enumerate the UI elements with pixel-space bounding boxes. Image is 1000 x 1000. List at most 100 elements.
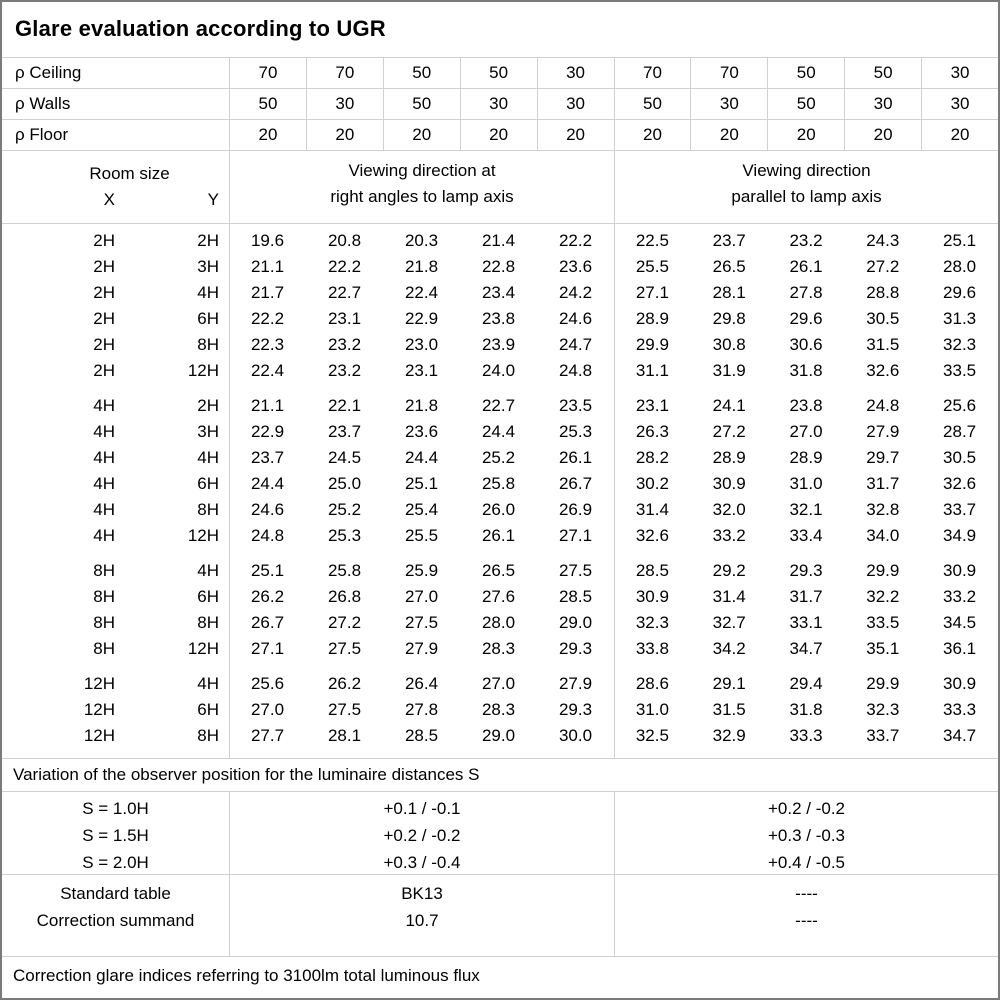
ugr-value-cell: 29.8 xyxy=(712,309,746,328)
spacer xyxy=(219,723,229,749)
ugr-value-cell: 28.5 xyxy=(635,561,669,580)
table-row: 2H 4H 21.7 22.7 22.4 23.4 24.2 27.1 28.1 27.8 28.8… xyxy=(2,280,998,306)
spacer xyxy=(219,306,229,332)
parallel-values: 31.0 31.5 31.8 32.3 33.3 xyxy=(614,697,998,723)
ugr-value-cell: 23.7 xyxy=(250,448,285,467)
ugr-value-cell: 23.4 xyxy=(481,283,516,302)
ugr-value-cell: 22.7 xyxy=(481,396,516,415)
room-x-cell: 4H xyxy=(93,422,115,441)
ugr-value-cell: 24.8 xyxy=(866,396,900,415)
room-x-cell: 8H xyxy=(93,561,115,580)
ugr-value-cell: 31.4 xyxy=(635,500,669,519)
room-y-cell: 8H xyxy=(197,500,219,519)
table-row: 2H 12H 22.4 23.2 23.1 24.0 24.8 31.1 31.9 31.8 32.… xyxy=(2,358,998,384)
parallel-values: 28.9 29.8 29.6 30.5 31.3 xyxy=(614,306,998,332)
table-row: 4H 4H 23.7 24.5 24.4 25.2 26.1 28.2 28.9 28.9 29.7… xyxy=(2,445,998,471)
ugr-value-cell: 28.9 xyxy=(635,309,669,328)
ugr-value-cell: 29.3 xyxy=(558,700,593,719)
room-x-cell: 2H xyxy=(93,335,115,354)
ugr-value-cell: 21.7 xyxy=(250,283,285,302)
ugr-block: 2H 2H 19.6 20.8 20.3 21.4 22.2 22.5 23.7 23.2 24.3… xyxy=(2,228,998,384)
table-row: 2H 2H 19.6 20.8 20.3 21.4 22.2 22.5 23.7 23.2 24.3… xyxy=(2,228,998,254)
right-angle-values: 22.3 23.2 23.0 23.9 24.7 xyxy=(229,332,614,358)
ugr-value-cell: 34.0 xyxy=(866,526,900,545)
room-x-cell: 12H xyxy=(83,700,115,719)
ugr-value-cell: 30.8 xyxy=(712,335,746,354)
ugr-value-cell: 29.7 xyxy=(866,448,900,467)
ugr-value-cell: 25.8 xyxy=(327,561,362,580)
ugr-value-cell: 22.3 xyxy=(250,335,285,354)
ugr-value-cell: 25.5 xyxy=(635,257,669,276)
reflectance-value: 30 xyxy=(459,89,537,119)
room-y-cell: 4H xyxy=(197,448,219,467)
table-row: 12H 8H 27.7 28.1 28.5 29.0 30.0 32.5 32.9 33.3 33.… xyxy=(2,723,998,749)
reflectance-row: ρ Ceiling 70 70 50 50 30 70 70 50 50 30 xyxy=(2,58,998,89)
ugr-value-cell: 36.1 xyxy=(943,639,977,658)
ugr-value-cell: 27.0 xyxy=(404,587,439,606)
room-y-cell: 6H xyxy=(197,474,219,493)
ugr-table-body: 2H 2H 19.6 20.8 20.3 21.4 22.2 22.5 23.7 23.2 24.3… xyxy=(2,224,998,759)
reflectance-value: 20 xyxy=(690,120,767,150)
variation-right-angle-value: +0.1 / -0.1 xyxy=(383,799,461,818)
room-y-cell: 6H xyxy=(197,587,219,606)
spacer xyxy=(219,497,229,523)
ugr-value-cell: 30.9 xyxy=(635,587,669,606)
ugr-value-cell: 24.4 xyxy=(250,474,285,493)
column-divider xyxy=(229,224,230,758)
ugr-value-cell: 28.9 xyxy=(712,448,746,467)
footer-note: Correction glare indices referring to 31… xyxy=(13,966,480,985)
spacer xyxy=(219,584,229,610)
table-row: 4H 12H 24.8 25.3 25.5 26.1 27.1 32.6 33.2 33.4 34.… xyxy=(2,523,998,549)
ugr-value-cell: 31.8 xyxy=(789,700,823,719)
ugr-value-cell: 27.9 xyxy=(866,422,900,441)
ugr-value-cell: 27.6 xyxy=(481,587,516,606)
room-x-cell: 12H xyxy=(83,726,115,745)
room-y-cell: 6H xyxy=(197,309,219,328)
ugr-value-cell: 26.1 xyxy=(481,526,516,545)
ugr-value-cell: 26.3 xyxy=(635,422,669,441)
ugr-value-cell: 28.5 xyxy=(558,587,593,606)
variation-parallel-value: +0.3 / -0.3 xyxy=(767,826,846,845)
spacer xyxy=(219,471,229,497)
reflectance-value: 20 xyxy=(613,120,691,150)
parallel-group-line2: parallel to lamp axis xyxy=(731,187,882,206)
ugr-value-cell: 26.7 xyxy=(250,613,285,632)
ugr-value-cell: 27.5 xyxy=(558,561,593,580)
parallel-values: 25.5 26.5 26.1 27.2 28.0 xyxy=(614,254,998,280)
parallel-values: 32.3 32.7 33.1 33.5 34.5 xyxy=(614,610,998,636)
table-row: 8H 4H 25.1 25.8 25.9 26.5 27.5 28.5 29.2 29.3 29.9… xyxy=(2,558,998,584)
ugr-value-cell: 28.8 xyxy=(866,283,900,302)
summary-parallel-value: ---- xyxy=(795,884,818,903)
reflectance-value: 50 xyxy=(767,58,844,88)
ugr-value-cell: 28.3 xyxy=(481,700,516,719)
ugr-value-cell: 28.1 xyxy=(712,283,746,302)
parallel-values: 31.1 31.9 31.8 32.6 33.5 xyxy=(614,358,998,384)
ugr-value-cell: 25.5 xyxy=(404,526,439,545)
variation-right-angle-value: +0.3 / -0.4 xyxy=(383,853,461,872)
right-angle-values: 22.2 23.1 22.9 23.8 24.6 xyxy=(229,306,614,332)
ugr-value-cell: 33.5 xyxy=(943,361,977,380)
reflectance-value: 50 xyxy=(767,89,844,119)
ugr-value-cell: 30.5 xyxy=(943,448,977,467)
s-distance-label: S = 2.0H xyxy=(82,853,149,872)
room-x-cell: 4H xyxy=(93,396,115,415)
reflectance-value: 30 xyxy=(921,58,998,88)
ugr-value-cell: 27.5 xyxy=(327,700,362,719)
parallel-group-line1: Viewing direction xyxy=(742,161,871,180)
ugr-value-cell: 19.6 xyxy=(250,231,285,250)
room-x-cell: 2H xyxy=(93,257,115,276)
parallel-values: 26.3 27.2 27.0 27.9 28.7 xyxy=(614,419,998,445)
parallel-values: 32.6 33.2 33.4 34.0 34.9 xyxy=(614,523,998,549)
parallel-group-header: Viewing direction parallel to lamp axis xyxy=(614,151,998,223)
summary-right-angle-column: BK13 10.7 xyxy=(229,875,614,956)
variation-right-angle-column: +0.1 / -0.1 +0.2 / -0.2 +0.3 / -0.4 xyxy=(229,792,614,876)
room-x-cell: 4H xyxy=(93,474,115,493)
ugr-value-cell: 22.2 xyxy=(250,309,285,328)
ugr-value-cell: 31.0 xyxy=(789,474,823,493)
reflectance-value: 30 xyxy=(305,89,383,119)
table-row: 12H 4H 25.6 26.2 26.4 27.0 27.9 28.6 29.1 29.4 29.… xyxy=(2,671,998,697)
variation-parallel-value: +0.2 / -0.2 xyxy=(767,799,846,818)
ugr-value-cell: 27.9 xyxy=(558,674,593,693)
ugr-value-cell: 26.8 xyxy=(327,587,362,606)
